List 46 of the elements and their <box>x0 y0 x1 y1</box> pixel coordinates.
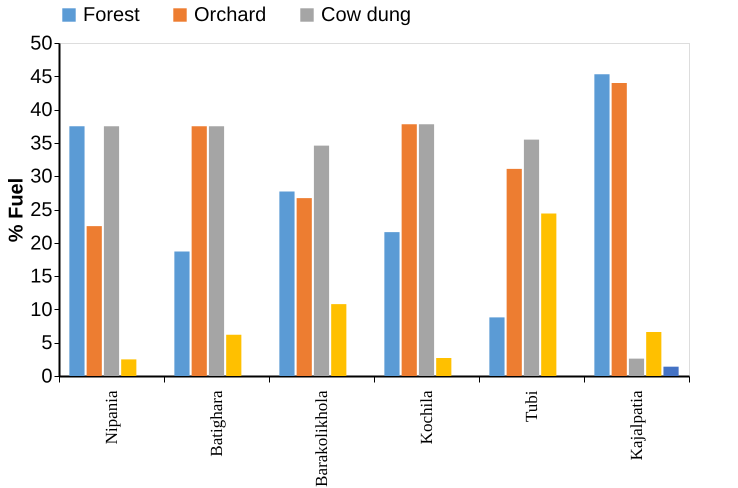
y-tick-label: 45 <box>30 66 52 88</box>
bar <box>279 192 295 376</box>
y-tick-label: 50 <box>30 32 52 54</box>
y-axis-title: % Fuel <box>5 178 28 242</box>
bar <box>384 232 400 376</box>
legend-label: Cow dung <box>321 4 412 26</box>
bar <box>489 317 505 376</box>
bar <box>208 126 224 376</box>
bar <box>121 359 136 376</box>
bar <box>69 126 85 376</box>
bar <box>192 126 207 376</box>
bar <box>296 198 312 376</box>
x-tick-label: Tubi <box>522 390 541 422</box>
bar <box>663 366 679 376</box>
bar <box>174 251 190 376</box>
bar <box>436 358 452 376</box>
y-tick-label: 0 <box>41 366 52 388</box>
bar <box>86 226 102 376</box>
bar <box>331 304 346 376</box>
y-tick-label: 15 <box>30 266 52 288</box>
y-tick-label: 35 <box>30 132 52 154</box>
bar <box>612 82 627 376</box>
bar <box>594 74 610 376</box>
y-tick-label: 20 <box>30 232 52 254</box>
bar <box>314 146 330 376</box>
legend-label: Forest <box>83 4 140 26</box>
legend-label: Orchard <box>194 4 266 26</box>
x-tick-label: Barakolikhola <box>312 390 331 487</box>
bar <box>541 213 556 376</box>
x-tick-label: Kajalpatia <box>627 390 646 460</box>
y-tick-label: 30 <box>30 166 52 188</box>
bar <box>628 358 644 376</box>
bar <box>418 124 434 376</box>
bar <box>646 332 662 376</box>
y-tick-label: 25 <box>30 199 52 221</box>
x-tick-label: Nipania <box>102 390 121 444</box>
y-tick-label: 5 <box>41 332 52 354</box>
bar <box>104 126 120 376</box>
y-tick-label: 10 <box>30 298 52 321</box>
x-tick-label: Batighara <box>207 390 226 457</box>
bar <box>226 334 242 376</box>
bar <box>524 140 540 376</box>
bar <box>506 168 522 376</box>
y-tick-label: 40 <box>30 99 52 122</box>
bar <box>402 124 417 376</box>
x-tick-label: Kochila <box>417 390 436 444</box>
